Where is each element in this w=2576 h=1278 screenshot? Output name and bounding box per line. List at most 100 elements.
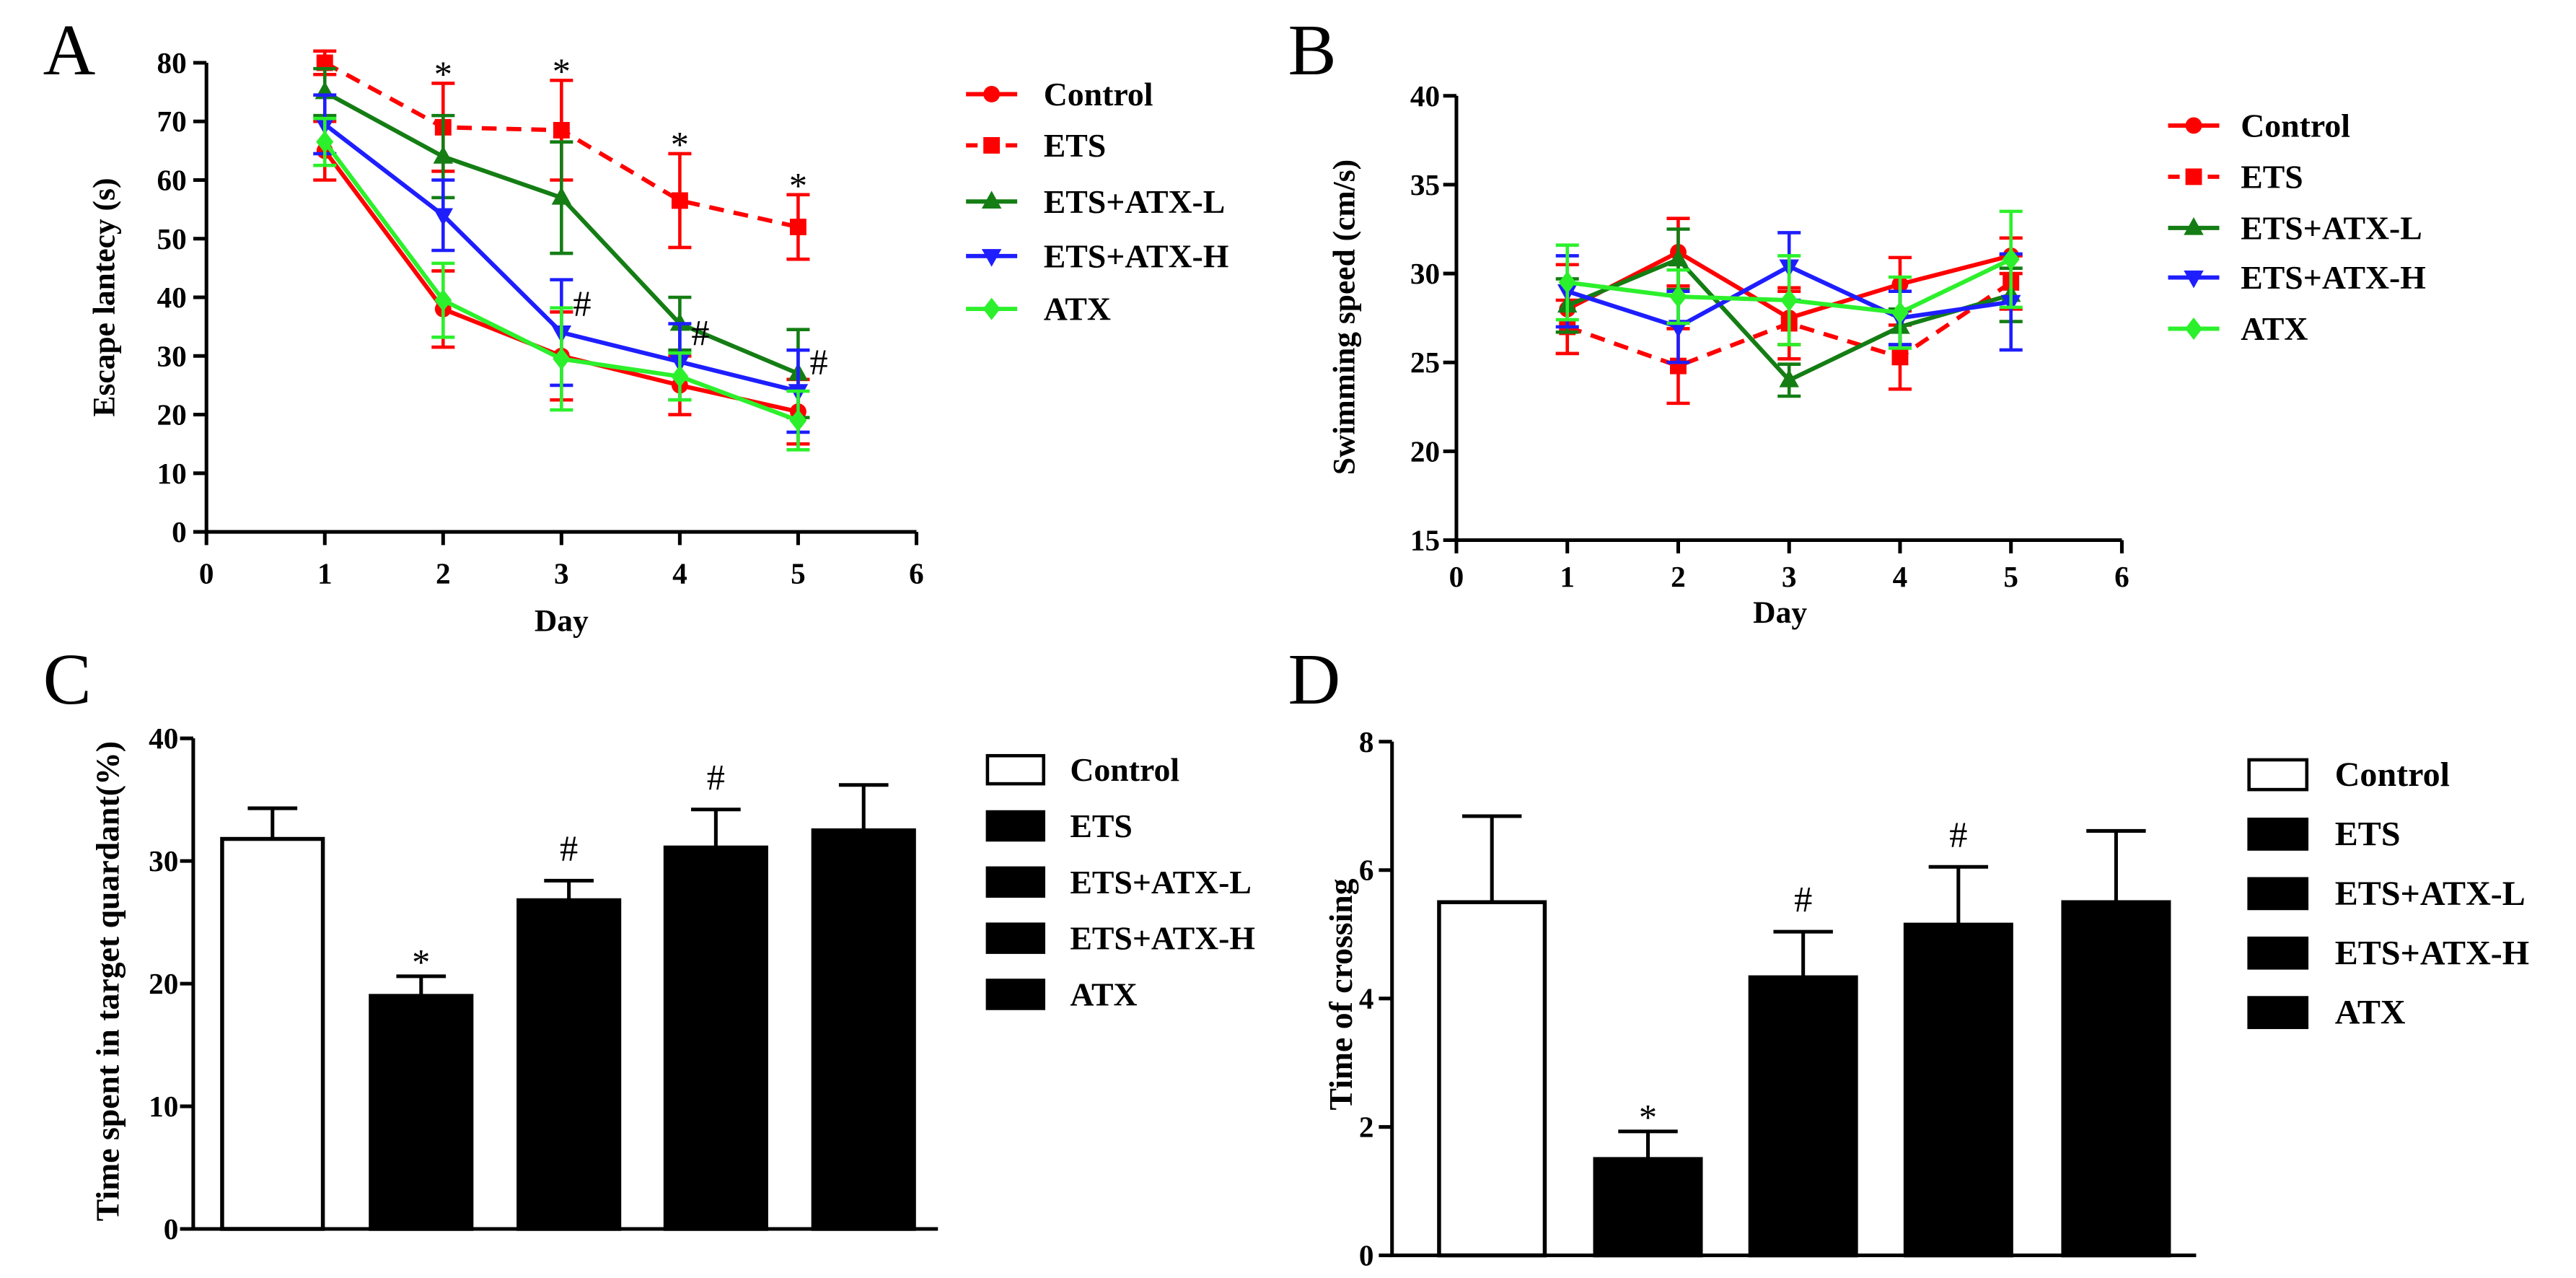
- panel-a-y-tick-label-60: 60: [157, 164, 187, 197]
- panel-a-series-atx-point-5: [789, 409, 807, 432]
- panel-b-y-tick-label-40: 40: [1410, 79, 1440, 113]
- panel-c-legend-swatch-atx: [985, 979, 1046, 1010]
- panel-d-legend-item-ets-atx-h: ETS+ATX-H: [2247, 934, 2529, 972]
- panel-b-legend-label-ets-atx-h: ETS+ATX-H: [2241, 259, 2426, 296]
- panel-a-annotation-2: *: [553, 51, 571, 92]
- panel-a-x-tick-label-3: 3: [554, 556, 569, 590]
- panel-b-series-ets-atx-l-point-3: [1779, 369, 1799, 388]
- panel-a-legend-item-ets-atx-h: ETS+ATX-H: [966, 237, 1228, 274]
- panel-b-legend-marker-ets-atx-h: [2184, 270, 2204, 289]
- panel-b-legend-label-atx: ATX: [2241, 310, 2308, 347]
- panel-c-y-tick-label-10: 10: [149, 1090, 178, 1123]
- panel-c-bar-control-errorbar: [247, 806, 298, 839]
- panel-c: C Time spent in target quardant(%) 0 10 20…: [43, 639, 1255, 1246]
- panel-a-legend-marker-ets-atx-h: [981, 249, 1002, 267]
- panel-b: B Swimming speed (cm/s) Day 152025303540…: [1288, 9, 2426, 630]
- panel-a-x-tick-label-2: 2: [436, 556, 451, 590]
- panel-c-legend-label-ets-atx-h: ETS+ATX-H: [1070, 920, 1255, 957]
- panel-d-legend-swatch-ets-atx-h: [2247, 936, 2309, 970]
- panel-c-bar-ets-atx-l-errorbar: [544, 878, 594, 901]
- panel-c-legend-swatch-ets: [985, 810, 1046, 842]
- panel-c-bar-ets-atx-h-errorbar: [691, 807, 741, 848]
- panel-c-legend-item-ets-atx-h: ETS+ATX-H: [985, 920, 1255, 957]
- panel-d-annotation-1: *: [1639, 1098, 1657, 1138]
- panel-c-legend-item-ets: ETS: [985, 807, 1133, 844]
- panel-a-x-axis-title: Day: [535, 604, 589, 639]
- panel-a-series-ets-atx-l: [313, 66, 810, 419]
- panel-d-bar-ets-atx-l-errorbar: [1773, 929, 1833, 978]
- panel-d-bar-ets-atx-h-errorbar: [1928, 865, 1989, 925]
- panel-d-y-tick-label-0: 0: [1359, 1239, 1374, 1272]
- panel-a-y-tick-label-50: 50: [157, 222, 187, 255]
- panel-b-series-ets-atx-l-point-2: [1668, 248, 1689, 267]
- panel-b-legend-item-ets-atx-l: ETS+ATX-L: [2168, 209, 2422, 246]
- panel-d-legend-item-control: Control: [2247, 756, 2450, 794]
- panel-a-legend-label-ets: ETS: [1044, 127, 1107, 164]
- panel-d-legend-swatch-ets: [2247, 818, 2309, 851]
- panel-a-y-tick-label-10: 10: [157, 457, 187, 490]
- panel-c-y-tick-label-30: 30: [149, 844, 178, 877]
- panel-d-bar-ets-atx-h: [1903, 922, 2013, 1258]
- panel-b-series-atx-point-3: [1780, 289, 1798, 312]
- panel-b-legend-label-ets-atx-l: ETS+ATX-L: [2241, 209, 2422, 246]
- panel-a-y-tick-label-40: 40: [157, 281, 187, 314]
- panel-a-x-tick-label-0: 0: [199, 556, 214, 590]
- panel-a-legend-marker-ets-atx-l: [981, 191, 1002, 209]
- panel-c-legend-label-ets: ETS: [1070, 807, 1133, 844]
- panel-d-legend-label-ets: ETS: [2335, 815, 2401, 853]
- panel-a-legend-item-ets-atx-l: ETS+ATX-L: [966, 183, 1225, 220]
- panel-a-x-tick-label-1: 1: [317, 556, 333, 590]
- panel-d: D Time of crossing 0 2 4 6 8 Control ETS ETS+AT…: [1288, 639, 2530, 1272]
- panel-b-y-tick-label-25: 25: [1410, 346, 1440, 379]
- panel-d-annotation-2: #: [1794, 880, 1812, 920]
- panel-c-annotation-2: #: [560, 828, 578, 869]
- panel-b-legend-label-ets: ETS: [2241, 158, 2303, 195]
- panel-b-legend-item-control: Control: [2168, 107, 2350, 144]
- panel-a-y-tick-label-20: 20: [157, 398, 187, 432]
- panel-c-plot: 0 10 20 30 40 Control ETS ETS+ATX-L ETS+ATX-H ATX…: [149, 722, 1255, 1246]
- panel-b-legend-label-control: Control: [2241, 107, 2350, 144]
- panel-a-annotation-3: *: [671, 125, 689, 165]
- panel-b-plot: 15 20 25 30 35 40 0 1 2 3 4 5 6 Control ETS ETS+ATX-L ET…: [1410, 79, 2426, 593]
- panel-a-series-ets-atx-l-point-4: [669, 312, 690, 331]
- panel-a-legend-item-control: Control: [966, 76, 1153, 113]
- panel-c-bar-ets-atx-h: [663, 845, 768, 1231]
- panel-a-annotation-7: #: [809, 342, 827, 382]
- panel-b-x-tick-label-5: 5: [2003, 560, 2018, 593]
- panel-a-series-ets-atx-h-point-2: [433, 208, 454, 227]
- panel-d-legend-item-atx: ATX: [2247, 994, 2406, 1032]
- panel-d-letter: D: [1288, 639, 1341, 719]
- panel-a-series-ets-point-1: [316, 54, 333, 71]
- panel-a-legend-label-ets-atx-l: ETS+ATX-L: [1044, 183, 1226, 220]
- panel-b-series-ets-point-4: [1891, 349, 1909, 366]
- panel-b-x-tick-label-4: 4: [1893, 560, 1908, 593]
- panel-c-legend-swatch-ets-atx-h: [985, 922, 1046, 954]
- panel-d-legend-item-ets: ETS: [2247, 815, 2401, 853]
- panel-a-annotation-6: #: [691, 313, 709, 354]
- panel-b-legend-marker-ets: [2185, 168, 2202, 185]
- panel-b-y-axis-title: Swimming speed (cm/s): [1327, 159, 1361, 475]
- panel-b-legend-item-ets-atx-h: ETS+ATX-H: [2168, 259, 2426, 296]
- panel-c-bar-ets-errorbar: [396, 974, 447, 997]
- panel-c-bar-control: [220, 836, 325, 1231]
- panel-c-annotation-3: #: [707, 757, 725, 797]
- panel-d-bar-control-errorbar: [1461, 814, 1522, 903]
- panel-d-plot: 0 2 4 6 8 Control ETS ETS+ATX-L ETS+ATX-H ATX * # #: [1359, 725, 2529, 1272]
- panel-d-y-tick-label-4: 4: [1359, 982, 1374, 1015]
- panel-a-y-tick-label-30: 30: [157, 339, 187, 372]
- panel-a-legend-marker-control: [983, 86, 1001, 102]
- panel-a-legend-label-ets-atx-h: ETS+ATX-H: [1044, 237, 1229, 274]
- panel-c-y-tick-label-0: 0: [164, 1212, 179, 1246]
- panel-a-y-tick-label-80: 80: [157, 46, 187, 79]
- panel-c-legend-label-control: Control: [1070, 751, 1179, 788]
- panel-c-letter: C: [43, 639, 92, 719]
- panel-b-y-tick-label-30: 30: [1410, 257, 1440, 290]
- panel-b-legend-marker-ets-atx-l: [2184, 217, 2204, 235]
- panel-a-plot: 0 10 20 30 40 50 60 70 80 0 1 2 3 4 5 6 Control ETS ETS+AT…: [157, 46, 1229, 590]
- panel-b-legend-marker-atx: [2184, 318, 2203, 340]
- panel-a-series-ets-point-5: [789, 219, 806, 235]
- panel-a-series-ets-atx-l-point-3: [551, 187, 572, 205]
- panel-a-series-atx-point-3: [553, 347, 571, 370]
- panel-b-y-tick-label-35: 35: [1410, 168, 1440, 201]
